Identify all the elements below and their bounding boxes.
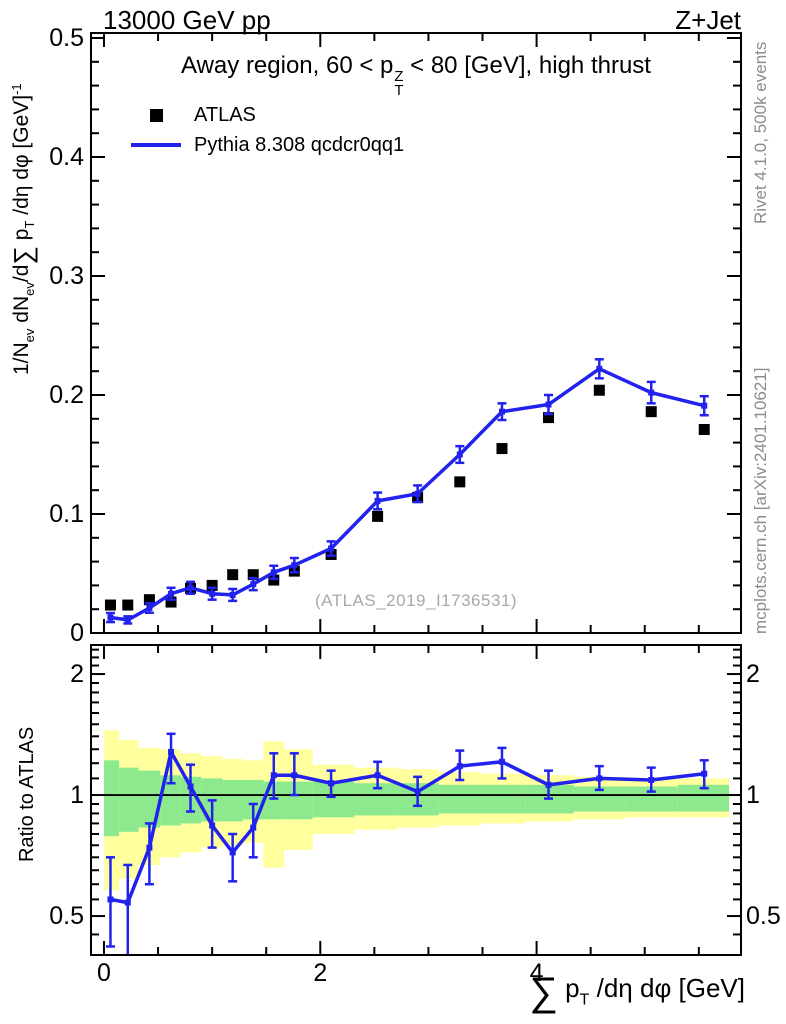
pythia-error-bars xyxy=(105,358,709,625)
atlas-data-points xyxy=(104,384,710,611)
x-tick-label: 2 xyxy=(313,959,328,987)
title-superscript: Z xyxy=(394,69,404,86)
legend: ATLAS Pythia 8.308 qcdcr0qq1 xyxy=(128,100,404,160)
main-y-tick-label: 0.3 xyxy=(49,261,84,290)
ratio-y-tick-label-right: 1 xyxy=(746,781,760,810)
ratio-error-bars xyxy=(105,732,709,955)
main-panel-frame-and-ticks xyxy=(90,32,742,634)
ratio-y-tick-label-left: 1 xyxy=(70,781,84,810)
rivet-version-label: Rivet 4.1.0, 500k events xyxy=(751,41,770,224)
title-subscript: T xyxy=(394,83,404,100)
ratio-y-tick-label-right: 2 xyxy=(746,660,760,689)
main-y-tick-label: 0.5 xyxy=(49,23,84,52)
main-y-tick-label: 0.4 xyxy=(49,142,84,171)
atlas-square-marker-icon xyxy=(149,108,163,122)
legend-label-pythia: Pythia 8.308 qcdcr0qq1 xyxy=(194,133,405,156)
legend-item-atlas: ATLAS xyxy=(128,100,404,130)
ratio-panel-frame-and-ticks xyxy=(90,644,742,956)
x-tick-label: 4 xyxy=(529,959,544,987)
legend-item-pythia: Pythia 8.308 qcdcr0qq1 xyxy=(128,130,404,160)
analysis-watermark: (ATLAS_2019_I1736531) xyxy=(314,591,518,610)
main-y-tick-label: 0.2 xyxy=(49,380,84,409)
beam-energy-label: 13000 GeV pp xyxy=(103,5,271,35)
main-y-tick-label: 0 xyxy=(70,620,84,641)
ratio-y-tick-label-left: 2 xyxy=(70,660,84,689)
ratio-y-tick-label-right: 0.5 xyxy=(746,902,781,931)
ratio-uncertainty-bands xyxy=(103,730,730,891)
process-label: Z+Jet xyxy=(675,5,741,35)
main-y-tick-label: 0.1 xyxy=(49,499,84,528)
pythia-curve xyxy=(107,365,708,623)
x-tick-label: 0 xyxy=(97,959,111,987)
mcplots-reference-label: mcplots.cern.ch [arXiv:2401.10621] xyxy=(751,367,770,634)
x-axis-title: ∑ pT /dη dφ [GeV] xyxy=(529,970,745,1014)
sum-symbol: ∑ xyxy=(529,970,558,1014)
pythia-line-marker-icon xyxy=(131,143,181,147)
ratio-curve xyxy=(107,748,708,906)
ratio-y-tick-label-left: 0.5 xyxy=(49,902,84,931)
legend-label-atlas: ATLAS xyxy=(194,103,256,126)
main-y-axis-title: 1/Nev dNev/d∑ pT /dη dφ [GeV]-1 xyxy=(8,83,38,375)
